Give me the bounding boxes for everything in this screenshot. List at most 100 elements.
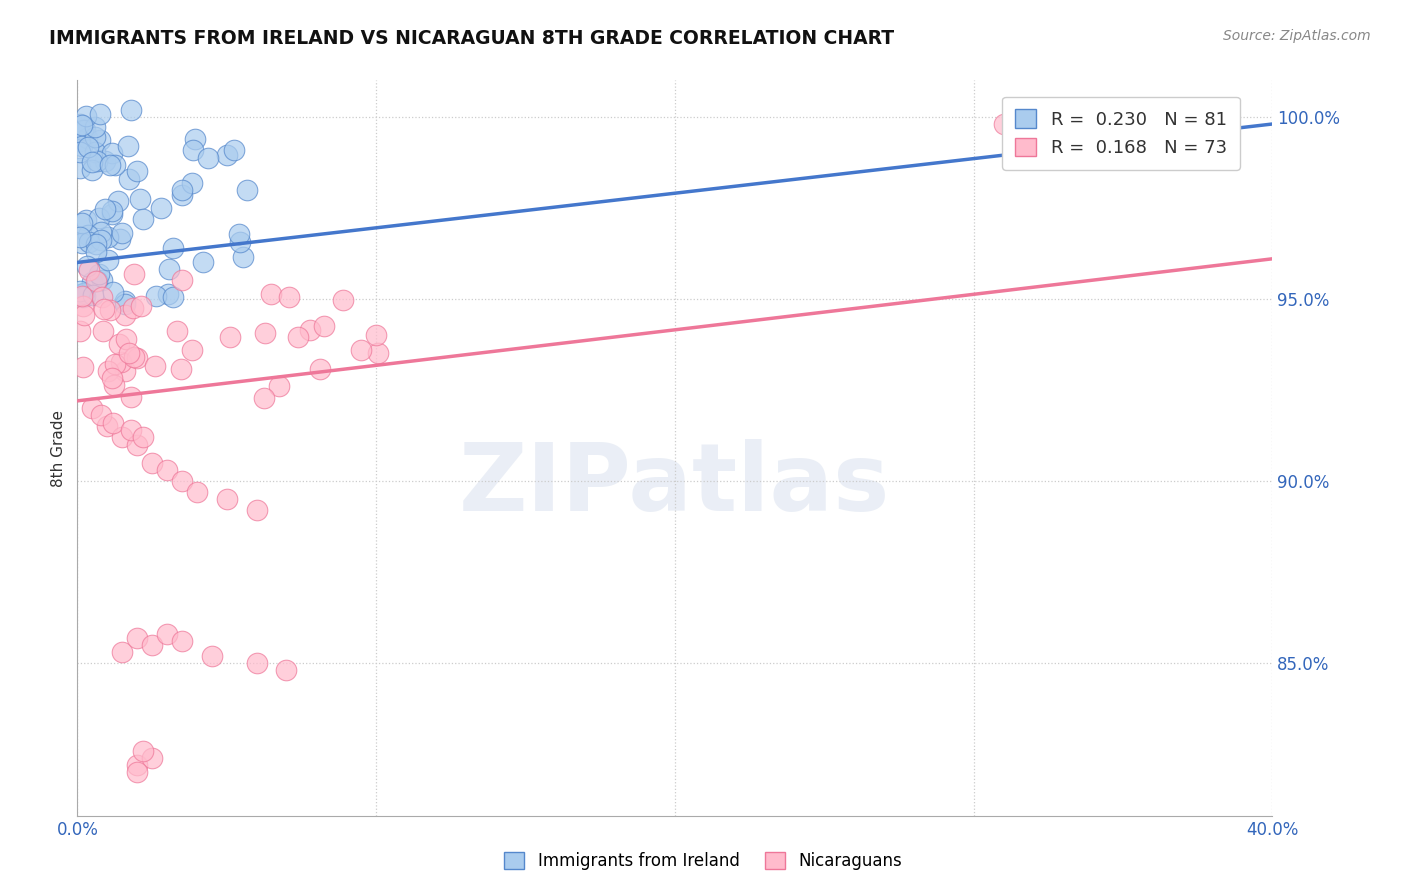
Point	[110, 355, 132, 369]
Point	[993, 117, 1015, 131]
Point	[145, 289, 167, 303]
Point	[107, 194, 129, 208]
Point	[72, 299, 94, 313]
Point	[69, 145, 91, 160]
Point	[236, 183, 259, 197]
Point	[132, 211, 155, 226]
Point	[77, 140, 100, 154]
Point	[82, 401, 104, 416]
Point	[246, 503, 269, 517]
Point	[219, 330, 242, 344]
Point	[83, 130, 105, 145]
Point	[197, 151, 219, 165]
Point	[120, 103, 142, 117]
Point	[127, 758, 149, 772]
Point	[117, 171, 139, 186]
Point	[103, 378, 125, 392]
Point	[127, 765, 149, 780]
Point	[96, 419, 118, 434]
Point	[84, 237, 107, 252]
Point	[125, 351, 148, 366]
Point	[201, 648, 224, 663]
Point	[73, 122, 96, 136]
Point	[87, 211, 110, 226]
Point	[107, 337, 129, 351]
Point	[332, 293, 354, 308]
Point	[69, 117, 91, 131]
Text: ZIPatlas: ZIPatlas	[460, 439, 890, 531]
Point	[70, 216, 93, 230]
Point	[215, 148, 238, 162]
Point	[172, 273, 194, 287]
Point	[314, 318, 336, 333]
Point	[69, 161, 91, 175]
Point	[75, 213, 97, 227]
Point	[157, 262, 180, 277]
Point	[222, 143, 245, 157]
Point	[82, 163, 104, 178]
Point	[122, 267, 145, 281]
Point	[75, 109, 97, 123]
Point	[114, 297, 136, 311]
Point	[246, 656, 269, 670]
Point	[127, 164, 149, 178]
Point	[91, 325, 114, 339]
Point	[277, 290, 299, 304]
Point	[122, 350, 145, 364]
Point	[91, 273, 114, 287]
Point	[89, 267, 111, 281]
Point	[86, 245, 108, 260]
Point	[86, 153, 108, 168]
Point	[111, 227, 134, 241]
Point	[86, 274, 108, 288]
Point	[349, 343, 371, 358]
Point	[77, 228, 100, 243]
Point	[72, 290, 94, 304]
Point	[141, 638, 163, 652]
Point	[69, 134, 91, 148]
Point	[69, 230, 91, 244]
Point	[69, 284, 91, 298]
Point	[162, 241, 184, 255]
Point	[73, 308, 96, 322]
Point	[83, 145, 105, 159]
Point	[76, 259, 98, 273]
Point	[97, 253, 120, 268]
Point	[72, 118, 94, 132]
Point	[90, 290, 112, 304]
Point	[127, 437, 149, 451]
Point	[299, 323, 322, 337]
Point	[228, 227, 250, 241]
Point	[181, 143, 204, 157]
Point	[141, 751, 163, 765]
Point	[131, 299, 153, 313]
Point	[115, 332, 138, 346]
Point	[229, 235, 252, 249]
Point	[141, 456, 163, 470]
Point	[150, 201, 173, 215]
Point	[143, 359, 166, 373]
Point	[114, 364, 136, 378]
Point	[191, 255, 214, 269]
Text: Source: ZipAtlas.com: Source: ZipAtlas.com	[1223, 29, 1371, 43]
Point	[72, 123, 94, 137]
Point	[267, 378, 290, 392]
Point	[181, 176, 204, 190]
Point	[170, 188, 193, 202]
Point	[276, 664, 298, 678]
Point	[170, 362, 193, 376]
Point	[72, 359, 94, 374]
Point	[97, 364, 120, 378]
Point	[104, 158, 127, 172]
Point	[110, 232, 132, 246]
Point	[101, 145, 124, 160]
Point	[156, 627, 179, 641]
Point	[156, 287, 179, 301]
Y-axis label: 8th Grade: 8th Grade	[51, 409, 66, 487]
Point	[70, 286, 93, 301]
Point	[253, 391, 276, 405]
Point	[72, 289, 94, 303]
Point	[72, 139, 94, 153]
Point	[121, 301, 143, 316]
Point	[114, 308, 136, 322]
